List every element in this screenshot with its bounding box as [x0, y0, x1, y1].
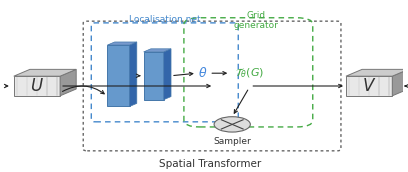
Polygon shape — [14, 76, 60, 96]
Text: Sampler: Sampler — [213, 137, 251, 146]
Text: $\theta$: $\theta$ — [198, 66, 208, 80]
Bar — [144, 52, 164, 100]
Text: $\mathcal{T}_\theta(G)$: $\mathcal{T}_\theta(G)$ — [235, 66, 264, 80]
Text: Localisation net: Localisation net — [129, 15, 201, 24]
Polygon shape — [107, 42, 137, 45]
Polygon shape — [346, 76, 392, 96]
Text: $\mathit{U}$: $\mathit{U}$ — [30, 77, 44, 95]
Polygon shape — [60, 69, 76, 96]
Polygon shape — [130, 42, 137, 106]
Text: $\mathit{V}$: $\mathit{V}$ — [362, 77, 376, 95]
Circle shape — [214, 117, 251, 132]
Bar — [107, 45, 130, 106]
Polygon shape — [144, 49, 171, 52]
Polygon shape — [346, 69, 408, 76]
Polygon shape — [392, 69, 408, 96]
Text: Spatial Transformer: Spatial Transformer — [159, 159, 261, 169]
Text: Grid
generator: Grid generator — [234, 11, 279, 30]
Polygon shape — [14, 69, 76, 76]
Polygon shape — [164, 49, 171, 100]
